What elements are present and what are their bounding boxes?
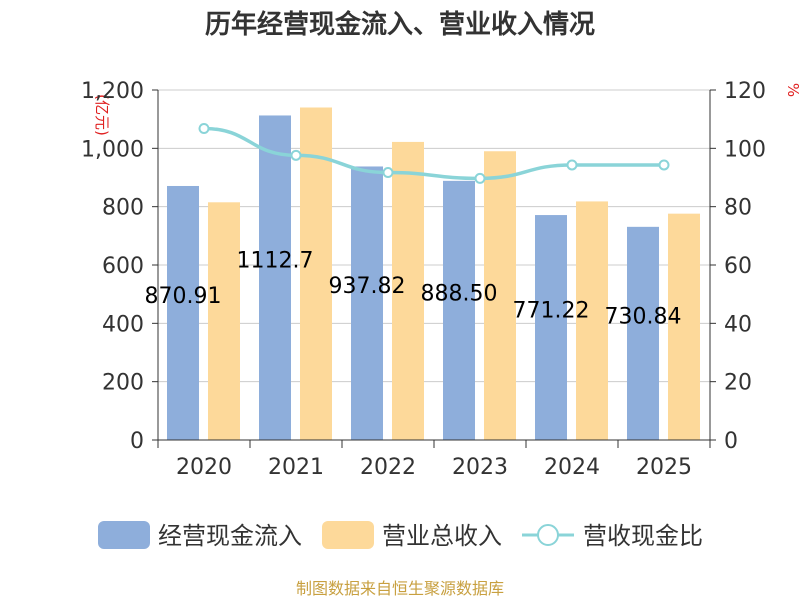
bar-cash-inflow [259,115,291,441]
y-right-tick-label: 80 [724,196,752,221]
bar-value-label: 771.22 [513,299,590,324]
y-right-tick-label: 60 [724,254,752,279]
data-labels: 870.91 1112.7 937.82 888.50 771.22 730.84 [145,249,682,330]
y-right-tick-label: 40 [724,312,752,337]
ratio-point [290,149,302,161]
x-tick-label: 2023 [452,455,508,480]
legend-marker-ratio [537,524,559,546]
bar-cash-inflow [535,215,567,440]
y-left-tick-label: 200 [102,371,144,396]
right-axis-unit: % [784,83,800,97]
bar-value-label: 1112.7 [237,249,314,274]
y-right-tick-label: 100 [724,137,766,162]
ratio-point [474,172,486,184]
bar-cash-inflow [167,185,199,440]
y-right-tick-label: 0 [724,429,738,454]
ratio-point [566,159,578,171]
legend-label-revenue: 营业总收入 [382,522,502,550]
y-left-tick-label: 600 [102,254,144,279]
ratio-line [198,123,670,184]
bar-revenue [484,151,516,440]
y-right-tick-label: 120 [724,79,766,104]
x-tick-label: 2021 [268,455,324,480]
legend-swatch-revenue [322,521,374,549]
ratio-point [658,159,670,171]
y-left-tick-label: 1,000 [81,137,144,162]
bar-revenue [668,213,700,440]
bar-revenue [208,202,240,440]
bar-cash-inflow [627,226,659,440]
legend-label-cash-inflow: 经营现金流入 [158,522,302,550]
y-left-tick-label: 400 [102,312,144,337]
bar-revenue [576,201,608,440]
ratio-point [382,167,394,179]
bars [167,107,700,441]
y-right-tick-label: 20 [724,371,752,396]
bar-cash-inflow [351,166,383,440]
legend: 经营现金流入 营业总收入 营收现金比 [98,521,703,550]
legend-label-ratio: 营收现金比 [583,522,703,550]
ratio-point [198,123,210,134]
gridlines [158,89,710,383]
bar-value-label: 730.84 [605,304,682,329]
left-axis-unit: (亿元) [93,94,111,136]
bar-revenue [392,141,424,440]
bar-value-label: 870.91 [145,284,222,309]
source-note: 制图数据来自恒生聚源数据库 [296,579,504,598]
y-left-tick-label: 0 [130,429,144,454]
bar-value-label: 937.82 [329,274,406,299]
x-tick-label: 2024 [544,455,600,480]
bar-cash-inflow [443,180,475,440]
axes: 0 0 200 20 400 40 600 60 800 80 1,000 100 1,200 120 20… [81,79,766,480]
bar-value-label: 888.50 [421,281,498,306]
x-tick-label: 2020 [176,455,232,480]
ratio-line-path [203,126,664,181]
bar-revenue [300,107,332,440]
x-tick-label: 2025 [636,455,692,480]
legend-swatch-cash-inflow [98,521,150,549]
y-left-tick-label: 800 [102,196,144,221]
y-left-tick-label: 1,200 [81,79,144,104]
chart-title: 历年经营现金流入、营业收入情况 [205,9,595,40]
x-tick-label: 2022 [360,455,416,480]
